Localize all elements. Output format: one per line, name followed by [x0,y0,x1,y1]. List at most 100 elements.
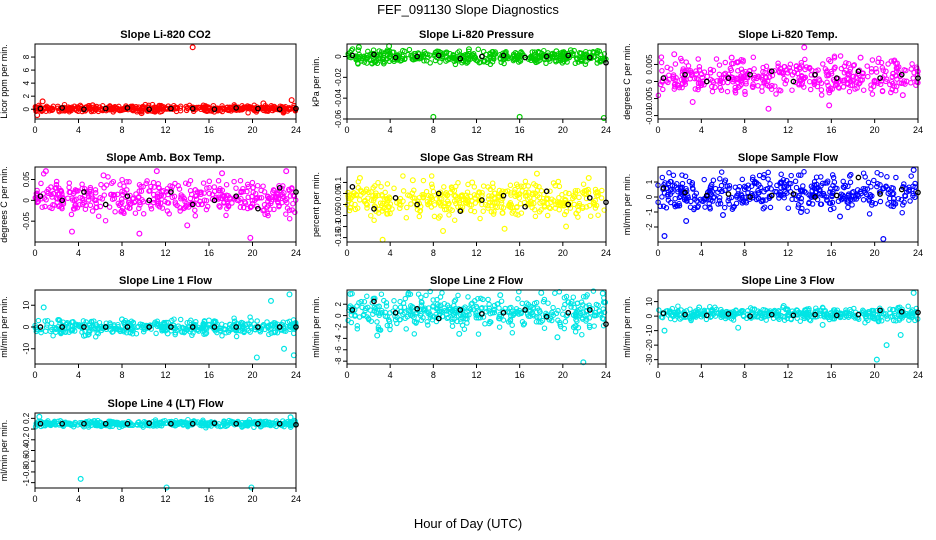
data-point [374,332,381,339]
data-point [899,92,906,99]
sample-point [682,311,688,318]
sample-point [146,324,153,330]
sample-point [371,51,377,58]
x-tick-label: 12 [471,370,481,380]
x-tick-label: 0 [344,125,349,135]
y-tick-label: 2 [334,301,343,306]
data-point [533,170,540,177]
data-point [287,414,294,421]
panel-title: Slope Line 4 (LT) Flow [108,398,224,410]
x-tick-label: 16 [826,125,836,135]
sample-point [255,105,261,112]
y-tick-label: 8 [22,54,31,59]
y-tick-label: -0.2 [22,432,31,446]
sample-point [37,420,44,427]
sample-point [522,203,528,210]
sample-point [703,78,710,85]
y-tick-label: -2 [334,323,343,331]
sample-point [168,420,174,427]
data-point [80,332,87,339]
sample-point [565,52,572,59]
panel-title: Slope Line 3 Flow [742,275,835,287]
sample-point [435,52,442,59]
x-tick-label: 16 [204,370,214,380]
data-point [138,110,145,117]
x-tick-label: 24 [291,248,301,258]
sample-point [189,324,196,330]
data-point [689,98,696,105]
data-point [538,289,545,296]
data-point [873,356,880,363]
sample-point [124,105,131,111]
y-tick-label: -0.04 [334,88,343,107]
scatter-cloud [656,303,921,326]
data-point [68,228,75,235]
x-tick-label: 24 [291,370,301,380]
sample-point [586,54,593,61]
data-point [563,223,570,230]
panel-1: Slope Li-820 CO2 Licor ppm per min. 0 4 8 12 1… [0,29,301,135]
data-point [801,44,808,51]
sample-point [168,189,174,195]
x-tick-label: 0 [655,248,660,258]
y-tick-label: 0 [334,54,343,59]
y-tick-label: 0 [22,426,31,431]
x-tick-label: 8 [431,370,436,380]
sample-point [146,197,153,204]
sample-point [660,310,667,317]
x-tick-label: 8 [742,370,747,380]
x-tick-label: 8 [742,248,747,258]
sample-point [500,192,507,199]
x-tick-label: 0 [655,125,660,135]
y-tick-label: 10 [22,300,31,309]
data-point [379,236,386,243]
y-axis-label: ml/min per min. [311,296,321,358]
data-point [77,475,84,482]
x-tick-label: 4 [76,125,81,135]
x-tick-label: 8 [119,494,124,504]
sample-point [768,68,775,75]
data-point [253,354,260,361]
y-axis-label: kPa per min. [311,56,321,107]
x-tick-label: 24 [291,125,301,135]
x-tick-label: 20 [247,494,257,504]
sample-point [522,54,528,61]
x-tick-label: 20 [870,370,880,380]
x-tick-label: 20 [558,248,568,258]
y-tick-label: 0.1 [334,176,343,188]
sample-point [586,307,593,313]
sample-point [102,324,109,330]
sample-point [435,190,442,197]
x-tick-label: 0 [344,248,349,258]
sample-point [124,324,131,330]
sample-point [255,420,261,427]
y-tick-label: -0.15 [334,228,343,247]
y-tick-label: -1 [22,479,31,487]
panel-7: Slope Line 1 Flow ml/min per min. 0 4 8 12 16 2… [0,275,301,380]
sample-point [276,324,283,330]
scatter-cloud [345,46,609,68]
data-point [819,321,826,328]
x-tick-label: 24 [601,248,611,258]
sample-point [435,315,442,322]
y-tick-label: -10 [22,342,31,354]
data-point [696,304,703,311]
sample-point [790,78,797,85]
x-tick-label: 4 [699,370,704,380]
sample-point [392,54,399,61]
sample-point [479,53,485,60]
y-tick-label: 2 [22,93,31,98]
data-point [857,54,864,61]
sample-point [660,185,667,191]
sample-point [414,305,420,312]
x-tick-label: 0 [32,248,37,258]
data-point [356,175,363,182]
sample-point [768,311,775,318]
x-tick-label: 4 [76,248,81,258]
panel-title: Slope Li-820 Temp. [738,29,837,41]
x-tick-label: 4 [699,125,704,135]
x-tick-label: 20 [247,370,257,380]
x-tick-label: 12 [471,248,481,258]
sample-point [102,105,109,112]
data-point [409,177,416,184]
